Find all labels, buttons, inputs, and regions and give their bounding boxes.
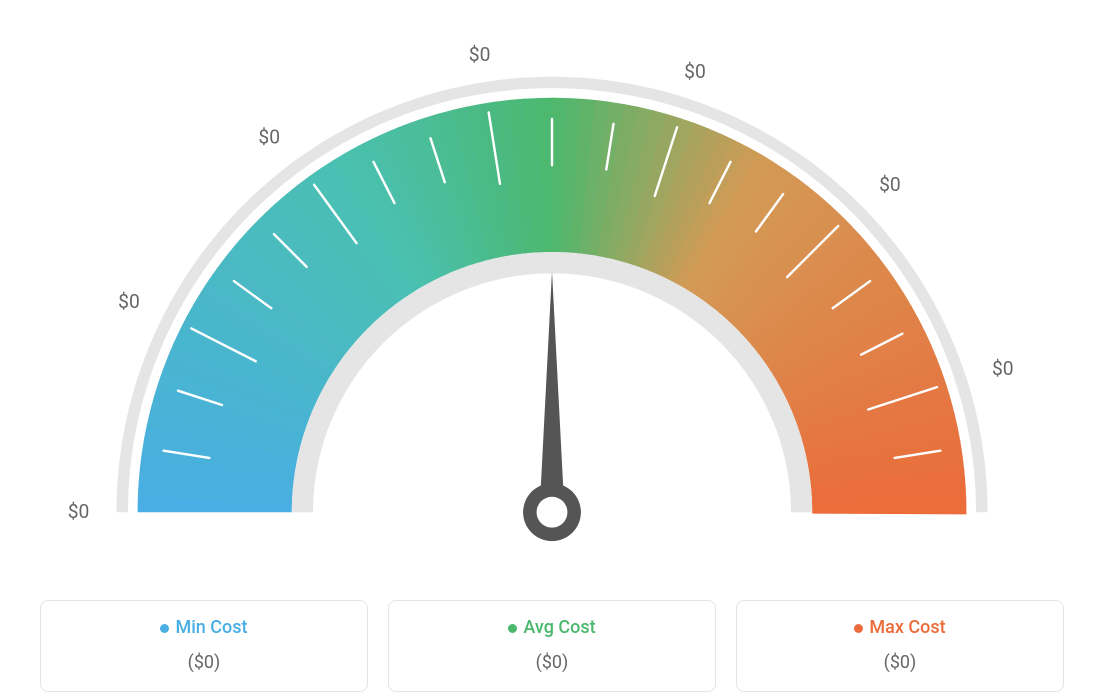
gauge-tick-label: $0 — [469, 43, 491, 66]
legend-max-title-text: Max Cost — [869, 617, 945, 638]
legend-avg-title-text: Avg Cost — [523, 617, 595, 638]
gauge-wrap: $0 $0 $0 $0 $0 $0 $0 — [20, 20, 1084, 590]
legend-min-title-text: Min Cost — [175, 617, 247, 638]
gauge-tick-label: $0 — [992, 357, 1014, 380]
gauge-tick-label: $0 — [258, 126, 280, 149]
legend-card-min: Min Cost ($0) — [40, 600, 368, 692]
chart-container: $0 $0 $0 $0 $0 $0 $0 Min Cost ($0) Avg Cost ($… — [0, 0, 1104, 690]
gauge-tick-label: $0 — [879, 173, 901, 196]
gauge-tick-label: $0 — [118, 290, 140, 313]
legend-avg-dot — [508, 624, 517, 633]
legend-avg-title: Avg Cost — [401, 617, 703, 638]
legend-max-dot — [854, 624, 863, 633]
legend-min-dot — [160, 624, 169, 633]
gauge-needle — [539, 271, 564, 512]
legend-max-value: ($0) — [749, 652, 1051, 673]
legend-min-value: ($0) — [53, 652, 355, 673]
gauge-pivot-center — [537, 497, 568, 528]
legend-row: Min Cost ($0) Avg Cost ($0) Max Cost ($0… — [20, 600, 1084, 692]
gauge-tick-label: $0 — [68, 500, 90, 523]
legend-min-title: Min Cost — [53, 617, 355, 638]
gauge-tick-label: $0 — [684, 60, 706, 83]
gauge-chart: $0 $0 $0 $0 $0 $0 $0 — [20, 20, 1084, 590]
legend-max-title: Max Cost — [749, 617, 1051, 638]
legend-card-max: Max Cost ($0) — [736, 600, 1064, 692]
legend-card-avg: Avg Cost ($0) — [388, 600, 716, 692]
legend-avg-value: ($0) — [401, 652, 703, 673]
